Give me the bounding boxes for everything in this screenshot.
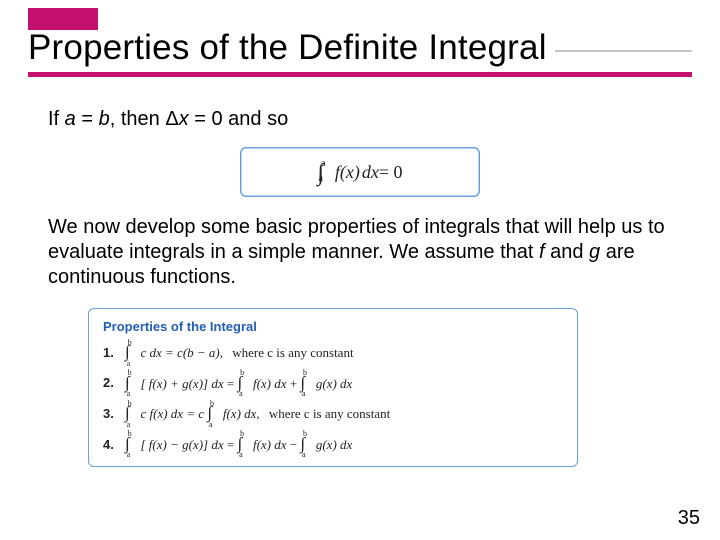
lower: a [127,450,131,459]
slide-number: 35 [678,507,700,530]
equals-zero: = 0 [379,162,403,183]
lower: a [209,420,213,429]
lower: a [127,359,131,368]
upper: b [240,368,244,377]
property-number: 1. [103,345,119,360]
var-b: b [99,108,110,130]
properties-title: Properties of the Integral [103,319,563,334]
upper: b [128,429,132,438]
term: g(x) dx [316,376,352,391]
property-row: 2. ∫ba [ f(x) + g(x)] dx = ∫ba f(x) dx +… [103,373,563,394]
lower: a [127,420,131,429]
integrand: c dx [140,345,161,360]
text: and [545,241,589,263]
property-row: 4. ∫ba [ f(x) − g(x)] dx = ∫ba f(x) dx −… [103,434,563,455]
upper: b [128,338,132,347]
text: = 0 and so [189,108,289,130]
term: f(x) dx [253,437,287,452]
lower: a [239,389,243,398]
note: where c is any constant [226,345,353,360]
term: g(x) dx [316,437,352,452]
eq: = [227,437,238,452]
lower: a [302,389,306,398]
upper: b [128,399,132,408]
eq: = [227,376,238,391]
explanation-paragraph: We now develop some basic properties of … [48,215,672,290]
eq: = c [186,406,207,421]
slide-header: Properties of the Definite Integral [0,0,720,78]
upper: b [303,429,307,438]
upper: b [303,368,307,377]
property-number: 3. [103,406,119,421]
dx: dx [360,162,379,183]
text: = [76,108,99,130]
integrand: [ f(x) + g(x)] dx [140,376,223,391]
slide-title: Properties of the Definite Integral [28,30,555,67]
upper: b [210,399,214,408]
property-row: 1. ∫ba c dx = c(b − a), where c is any c… [103,342,563,363]
lower: a [239,450,243,459]
text: If [48,108,65,130]
properties-box: Properties of the Integral 1. ∫ba c dx =… [88,308,578,467]
rhs: = c(b − a), [165,345,223,360]
note: where c is any constant [263,406,390,421]
minus: − [290,437,301,452]
header-rule-thick [28,72,692,77]
property-number: 2. [103,375,119,390]
intro-line: If a = b, then Δx = 0 and so [48,108,672,131]
var-a: a [65,108,76,130]
property-row: 3. ∫ba c f(x) dx = c ∫ba f(x) dx, where … [103,403,563,424]
property-number: 4. [103,437,119,452]
upper: b [128,368,132,377]
slide-body: If a = b, then Δx = 0 and so ∫aa f(x) dx… [48,108,672,467]
lower: a [127,389,131,398]
var-g: g [589,241,600,263]
integrand: f(x) [333,162,360,183]
integral-lower: a [318,173,322,184]
equation-box: ∫aa f(x) dx = 0 [240,147,480,197]
text: , then Δ [110,108,179,130]
var-x: x [179,108,189,130]
integrand: c f(x) dx [140,406,183,421]
integrand: [ f(x) − g(x)] dx [140,437,223,452]
integral-upper: a [321,158,325,169]
plus: + [290,376,301,391]
term: f(x) dx, [223,406,260,421]
lower: a [302,450,306,459]
term: f(x) dx [253,376,287,391]
upper: b [240,429,244,438]
